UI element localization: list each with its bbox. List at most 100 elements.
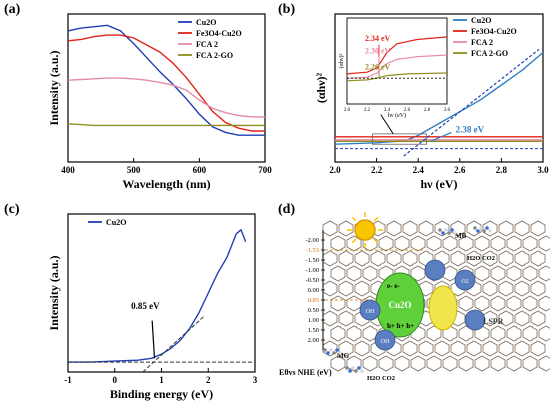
graphene-hexagon	[482, 340, 498, 357]
inset-x-axis-label: hν (eV)	[388, 112, 406, 119]
legend-entry: Fe3O4-Cu2O	[471, 27, 517, 36]
chart-b: 2.0 2.2 2.4 2.6 2.8 3.0 hν (eV) (αhν)² Cu2O Fe3O4…	[314, 13, 549, 191]
molecule-atom	[326, 351, 330, 355]
graphene-hexagon	[330, 235, 346, 252]
graphene-hexagon	[346, 295, 362, 312]
x-tick-label: 700	[258, 165, 272, 175]
sun-ray	[351, 238, 357, 244]
x-tick-label: 1	[159, 375, 164, 385]
h2o-co2-label-bottom: H2O CO2	[367, 375, 395, 382]
panel-a-label: (a)	[4, 2, 21, 17]
graphene-hexagon	[418, 340, 434, 357]
zoom-box	[372, 133, 427, 145]
graphene-hexagon	[538, 355, 550, 372]
graphene-hexagon	[410, 235, 426, 252]
graphene-hexagon	[474, 265, 490, 282]
graphene-hexagon	[434, 340, 450, 357]
energy-level-label: -1.50	[305, 257, 319, 264]
sun-ray	[373, 238, 379, 244]
molecule-atom	[332, 351, 336, 355]
panel-d-label: (d)	[278, 202, 296, 217]
graphene-hexagon	[538, 235, 550, 252]
graphene-hexagon	[386, 250, 402, 267]
graphene-hexagon	[346, 325, 362, 342]
graphene-hexagon	[530, 340, 546, 357]
graphene-hexagon	[338, 220, 354, 237]
h2o-co2-label-top: H2O CO2	[467, 255, 495, 262]
graphene-hexagon	[538, 325, 550, 342]
series-line-cu2o	[67, 24, 265, 136]
molecule-atom	[354, 369, 358, 373]
graphene-hexagon	[450, 340, 466, 357]
plot-frame	[67, 13, 266, 163]
legend-entry: Cu2O	[106, 218, 126, 227]
energy-level-label: -2.00	[305, 237, 319, 244]
graphene-hexagon	[394, 235, 410, 252]
x-tick-label: 2.8	[496, 165, 508, 175]
graphene-hexagon	[362, 265, 378, 282]
graphene-hexagon	[498, 220, 514, 237]
graphene-hexagon	[506, 325, 522, 342]
radical-sphere	[374, 329, 396, 351]
panel-c-label: (c)	[4, 202, 20, 217]
molecule-atom	[438, 228, 442, 232]
energy-level-label: 0.00	[308, 287, 319, 294]
graphene-hexagon	[346, 235, 362, 252]
legend-entry: FCA 2	[196, 40, 218, 49]
graphene-hexagon	[362, 355, 378, 372]
graphene-hexagon	[474, 235, 490, 252]
graphene-hexagon	[490, 355, 506, 372]
graphene-hexagon	[506, 295, 522, 312]
graphene-hexagon	[338, 310, 354, 327]
graphene-hexagon	[474, 295, 490, 312]
series-line-fe3o4-cu2o	[67, 34, 265, 132]
graphene-hexagon	[458, 295, 474, 312]
graphene-hexagon	[402, 250, 418, 267]
series-line-cu2o	[68, 228, 247, 363]
lspr-label: LSPR	[483, 317, 504, 326]
graphene-hexagon	[346, 355, 362, 372]
sun-ray	[351, 216, 357, 222]
graphene-hexagon	[522, 355, 538, 372]
schematic-d: -2.00 -1.53 -1.50 -1.00 -0.50 0.00 0.85 0.50 1.0…	[279, 212, 550, 382]
graphene-hexagon	[482, 220, 498, 237]
molecule-atom	[447, 231, 451, 235]
y-axis-label: (αhν)²	[314, 72, 328, 103]
graphene-hexagon	[450, 220, 466, 237]
graphene-hexagon	[506, 265, 522, 282]
inset-frame	[346, 17, 448, 105]
inset-y-axis-label: (αhν)²	[338, 53, 345, 68]
x-tick-label: 2.0	[329, 165, 341, 175]
graphene-hexagon	[338, 250, 354, 267]
graphene-hexagon	[322, 250, 338, 267]
graphene-hexagon	[530, 280, 546, 297]
graphene-hexagon	[466, 220, 482, 237]
energy-level-label: -0.50	[305, 277, 319, 284]
x-tick-label: 600	[193, 165, 207, 175]
graphene-hexagon	[410, 355, 426, 372]
x-tick-label: 2.2	[371, 165, 383, 175]
graphene-hexagon	[522, 265, 538, 282]
energy-level-label: 0.85	[308, 297, 319, 304]
graphene-hexagon	[490, 235, 506, 252]
graphene-hexagon	[522, 235, 538, 252]
graphene-hexagon	[514, 250, 530, 267]
legend-entry: Cu2O	[196, 18, 216, 27]
energy-level-label: 1.50	[308, 327, 319, 334]
inset-series-line	[346, 36, 448, 75]
energy-level-label: -1.00	[305, 267, 319, 274]
graphene-hexagon	[466, 340, 482, 357]
x-tick-label: 2.6	[454, 165, 466, 175]
graphene-hexagon	[506, 355, 522, 372]
mg-label: MG	[337, 352, 350, 360]
inset-x-tick-label: 3.0	[444, 108, 451, 113]
oh-label-2: OH	[381, 339, 390, 345]
x-tick-label: 2.4	[413, 165, 425, 175]
graphene-hexagon	[386, 220, 402, 237]
graphene-hexagon	[322, 280, 338, 297]
chart-a: 400 500 600 700 Wavelength (nm) Intensity (a.…	[47, 13, 272, 191]
graphene-hexagon	[442, 235, 458, 252]
graphene-hexagon	[330, 295, 346, 312]
radical-sphere	[359, 299, 381, 321]
energy-level-label: 2.00	[308, 337, 319, 344]
